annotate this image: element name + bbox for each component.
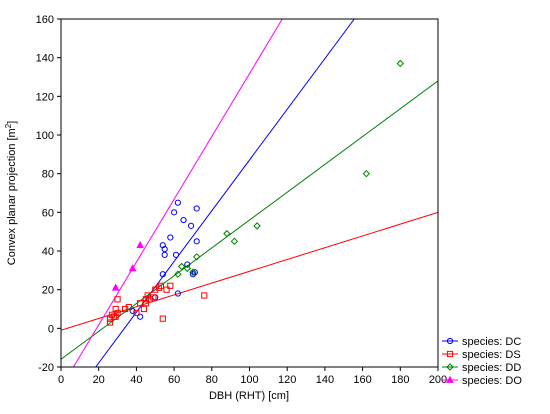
x-tick-label: 200 <box>429 374 447 386</box>
data-point <box>152 286 159 293</box>
data-point <box>187 222 195 229</box>
data-point <box>112 305 119 313</box>
fit-lines <box>61 19 438 367</box>
x-tick-label: 160 <box>353 374 371 386</box>
data-point <box>174 199 181 206</box>
data-point <box>114 309 121 316</box>
y-tick-label: 140 <box>36 53 54 65</box>
fit-line <box>73 19 283 367</box>
legend-marker <box>446 350 454 358</box>
data-point <box>155 284 163 291</box>
y-tick-label: 60 <box>42 207 54 219</box>
data-point <box>112 313 119 320</box>
data-point <box>193 205 200 212</box>
y-tick-label: 100 <box>36 130 54 142</box>
data-point <box>161 251 168 258</box>
data-point <box>191 269 198 276</box>
x-tick-label: 100 <box>240 374 258 386</box>
x-axis: 0 20 40 60 80 100 120 140 160 180 200 <box>58 367 447 386</box>
data-point <box>114 296 121 303</box>
x-tick-label: 140 <box>316 374 334 386</box>
data-point <box>136 240 145 249</box>
data-point <box>172 251 180 258</box>
data-point <box>140 305 148 313</box>
y-tick-label: 160 <box>36 14 54 26</box>
legend-marker <box>446 337 454 345</box>
legend-marker <box>446 363 454 371</box>
x-tick-label: 20 <box>93 374 105 386</box>
y-tick-label: 40 <box>42 246 54 258</box>
data-point <box>137 313 144 320</box>
x-axis-title: DBH (RHT) [cm] <box>209 390 289 402</box>
data-point <box>129 307 136 315</box>
data-point <box>167 282 174 289</box>
data-point <box>171 209 178 216</box>
data-point <box>142 296 149 303</box>
data-point <box>125 303 132 311</box>
data-point <box>146 296 153 303</box>
data-point <box>157 282 165 289</box>
legend-label: species: DO <box>462 375 522 387</box>
x-tick-label: 120 <box>278 374 296 386</box>
data-point <box>159 271 166 278</box>
plot-area-frame <box>60 18 439 368</box>
data-point <box>183 264 192 273</box>
data-point <box>223 229 231 238</box>
legend-label: species: DD <box>462 362 521 374</box>
legend-label: species: DC <box>462 336 521 348</box>
data-point <box>152 294 159 301</box>
fit-line <box>61 80 438 360</box>
data-point <box>106 315 114 322</box>
x-tick-label: 0 <box>58 374 64 386</box>
y-tick-label: 80 <box>42 169 54 181</box>
data-point <box>180 216 187 224</box>
data-point <box>150 294 157 301</box>
data-point <box>128 264 137 272</box>
data-point <box>121 305 129 313</box>
y-tick-label: 0 <box>48 323 54 335</box>
fit-line <box>95 19 355 367</box>
fit-line <box>61 211 438 331</box>
data-point <box>184 261 191 268</box>
x-tick-label: 80 <box>206 374 218 386</box>
data-point <box>161 245 168 253</box>
data-points <box>106 59 405 326</box>
y-axis-title-superscript: 2 <box>4 123 13 128</box>
data-point <box>201 292 208 299</box>
y-tick-label: -20 <box>38 362 54 374</box>
data-point <box>253 222 261 230</box>
legend-marker <box>446 375 454 383</box>
data-point <box>189 271 197 278</box>
data-point <box>167 234 174 241</box>
data-point <box>159 315 166 322</box>
y-axis-title-suffix: ] <box>6 121 18 124</box>
data-point <box>189 268 197 276</box>
data-point <box>163 286 170 293</box>
y-tick-label: 120 <box>36 91 54 103</box>
data-point <box>396 59 405 68</box>
data-point <box>177 262 186 271</box>
x-tick-label: 60 <box>168 374 180 386</box>
y-axis-title-main: Convex planar projection [m <box>6 128 18 265</box>
y-tick-label: 20 <box>42 285 54 297</box>
data-point <box>142 300 149 307</box>
data-point <box>174 290 181 297</box>
x-tick-label: 180 <box>391 374 409 386</box>
y-axis: -20 0 20 40 60 80 100 120 140 160 <box>36 14 61 374</box>
data-point <box>193 253 201 261</box>
data-point <box>193 238 200 245</box>
x-tick-label: 40 <box>130 374 142 386</box>
data-point <box>111 283 120 291</box>
y-axis-title: Convex planar projection [m2] <box>4 121 18 265</box>
data-point <box>133 309 140 316</box>
data-point <box>174 270 182 278</box>
data-point <box>362 169 371 178</box>
data-point <box>106 319 114 326</box>
legend-label: species: DS <box>462 349 521 361</box>
data-point <box>230 237 239 246</box>
